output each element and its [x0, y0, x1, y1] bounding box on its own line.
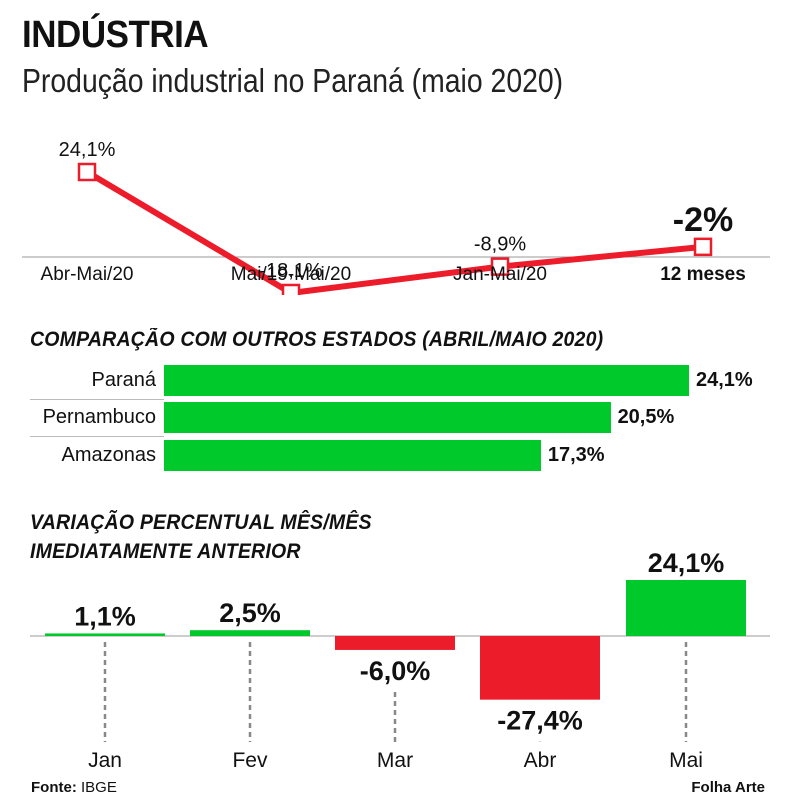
month-bar — [626, 580, 746, 636]
line-data-label: -18,1% — [259, 260, 323, 282]
line-x-tick-label: 12 meses — [660, 264, 746, 285]
month-bar — [480, 636, 600, 700]
line-data-label: -2% — [673, 201, 733, 239]
line-chart: 24,1% Abr-Mai/20 -18,1%Mai/19-Mai/20 -8,9% J… — [22, 139, 770, 295]
monthly-bar-chart: 1,1% Jan 2,5% Fev -6,0% Mar -27,4% Abr 24,1% Mai — [30, 548, 770, 772]
month-x-tick-label: Fev — [232, 749, 268, 772]
state-label: Amazonas — [61, 444, 157, 466]
month-value-label: -27,4% — [497, 706, 583, 736]
month-value-label: -6,0% — [360, 656, 431, 686]
line-point — [490, 257, 510, 276]
page-subtitle: Produção industrial no Paraná (maio 2020… — [22, 62, 564, 99]
page-title: INDÚSTRIA — [22, 14, 209, 56]
state-row-divider — [30, 436, 164, 437]
month-bar — [190, 630, 310, 636]
state-value-label: 20,5% — [617, 406, 675, 428]
line-point — [77, 162, 97, 182]
state-bar — [164, 402, 611, 433]
line-data-label: 24,1% — [59, 139, 116, 161]
month-bar — [335, 636, 455, 650]
month-value-label: 1,1% — [74, 601, 136, 631]
footer-source-label: Fonte: — [31, 779, 77, 796]
line-point — [281, 283, 301, 295]
month-x-tick-label: Mar — [377, 749, 413, 772]
line-series — [85, 169, 704, 295]
monthly-title-line-1: VARIAÇÃO PERCENTUAL MÊS/MÊS — [30, 511, 372, 534]
month-value-label: 24,1% — [648, 548, 725, 578]
state-bar — [164, 365, 689, 396]
footer-source-value: IBGE — [81, 779, 117, 796]
line-x-tick-label: Jan-Mai/20 — [453, 264, 547, 285]
line-data-label: -8,9% — [474, 234, 526, 256]
month-x-tick-label: Jan — [88, 749, 122, 772]
state-bar — [164, 440, 541, 471]
line-x-tick-label: Abr-Mai/20 — [41, 264, 134, 285]
month-x-tick-label: Abr — [524, 749, 557, 772]
monthly-title-line-2: IMEDIATAMENTE ANTERIOR — [30, 540, 301, 563]
month-bar — [45, 633, 165, 636]
state-label: Pernambuco — [42, 406, 156, 428]
state-value-label: 17,3% — [547, 444, 605, 466]
line-x-tick-label: Mai/19-Mai/20 — [231, 264, 351, 285]
comparison-title: COMPARAÇÃO COM OUTROS ESTADOS (ABRIL/MAI… — [30, 328, 604, 351]
footer-source: Fonte: IBGE — [31, 779, 117, 796]
state-value-label: 24,1% — [696, 369, 753, 391]
line-point — [693, 237, 713, 257]
state-row-divider — [30, 399, 164, 400]
month-value-label: 2,5% — [219, 598, 281, 628]
month-x-tick-label: Mai — [669, 749, 703, 772]
footer-credit: Folha Arte — [691, 779, 765, 796]
state-label: Paraná — [91, 369, 157, 391]
